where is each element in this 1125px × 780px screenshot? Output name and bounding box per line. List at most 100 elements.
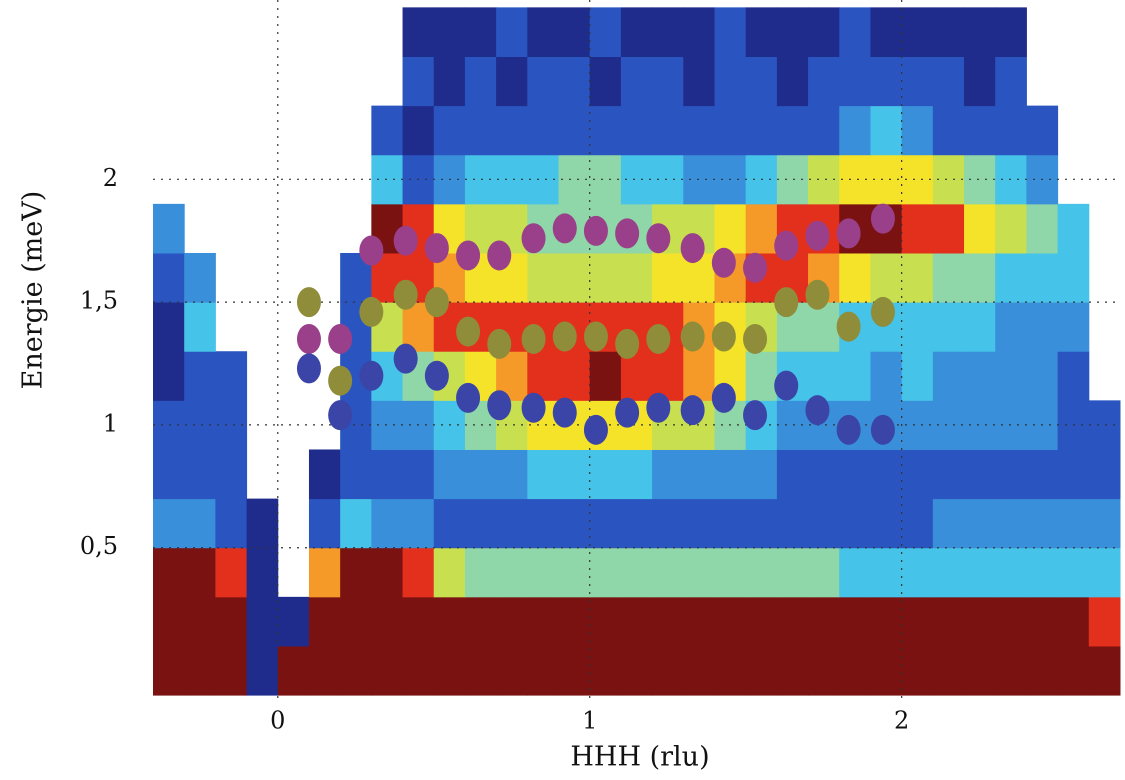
heatmap-cell [995, 105, 1027, 156]
scatter-point [743, 323, 768, 354]
heatmap-cell [589, 56, 622, 107]
scatter-point [487, 390, 512, 421]
heatmap-cell [277, 596, 310, 647]
heatmap-cell [620, 105, 653, 156]
heatmap-cell [184, 400, 216, 450]
scatter-point [743, 252, 768, 283]
heatmap-cell [433, 498, 466, 549]
scatter-point [680, 395, 705, 426]
heatmap-cell [184, 252, 216, 303]
scatter-point [296, 287, 321, 318]
scatter-point [456, 240, 481, 271]
scatter-point [424, 287, 449, 318]
heatmap-cell [932, 351, 965, 401]
scatter-point [711, 247, 736, 278]
scatter-point [774, 287, 799, 318]
heatmap-cell [901, 105, 934, 156]
heatmap-cell [995, 596, 1027, 647]
heatmap-cell [683, 56, 715, 107]
heatmap-cell [246, 498, 279, 549]
scatter-point [583, 215, 608, 246]
heatmap-cell [901, 7, 934, 57]
heatmap-cell [652, 154, 684, 205]
heatmap-cell [527, 252, 560, 303]
heatmap-cell [464, 596, 497, 647]
heatmap-cell [964, 596, 996, 647]
heatmap-cell [527, 547, 560, 598]
heatmap-cell [620, 449, 653, 500]
heatmap-cell [652, 351, 684, 401]
x-tick-label: 0 [270, 707, 285, 735]
heatmap-cell [870, 56, 903, 107]
heatmap-cell [527, 498, 560, 549]
heatmap-cell [153, 547, 185, 598]
heatmap-cell [776, 7, 809, 57]
scatter-point [805, 279, 830, 310]
heatmap-cell [683, 105, 715, 156]
heatmap-cell [527, 7, 560, 57]
heatmap-cell [901, 351, 934, 401]
heatmap-cell [371, 547, 404, 598]
heatmap-cell [589, 498, 622, 549]
scatter-point [774, 230, 799, 261]
x-axis-label: HHH (rlu) [570, 742, 709, 773]
heatmap-cell [527, 449, 560, 500]
heatmap-cell [589, 252, 622, 303]
scatter-point [836, 414, 861, 445]
heatmap-cell [1057, 547, 1090, 598]
heatmap-cell [184, 645, 216, 696]
heatmap-cell [1026, 596, 1059, 647]
heatmap-cell [995, 7, 1027, 57]
heatmap-cell [776, 645, 809, 696]
scatter-point [615, 397, 640, 428]
heatmap-cell [589, 645, 622, 696]
heatmap-cell [714, 7, 747, 57]
heatmap-cell [1088, 400, 1121, 450]
heatmap-cell [308, 547, 341, 598]
heatmap-cell [496, 498, 528, 549]
y-tick-label: 1,5 [80, 287, 118, 315]
y-tick-label: 2 [103, 164, 118, 192]
heatmap-cell [964, 203, 996, 254]
heatmap-cell [589, 351, 622, 401]
heatmap-cell [683, 351, 715, 401]
heatmap-cell [776, 449, 809, 500]
x-tick-label: 2 [894, 707, 909, 735]
scatter-point [296, 353, 321, 384]
y-axis-label: Energie (meV) [18, 191, 49, 390]
heatmap-cell [964, 498, 996, 549]
heatmap-cell [371, 154, 404, 205]
heatmap-cell [839, 351, 871, 401]
heatmap-cell [558, 351, 591, 401]
scatter-point [296, 323, 321, 354]
heatmap-cell [371, 449, 404, 500]
heatmap-cell [745, 351, 778, 401]
heatmap-cell [995, 547, 1027, 598]
heatmap-cell [153, 596, 185, 647]
heatmap-cell [1088, 645, 1121, 696]
heatmap-cell [683, 596, 715, 647]
heatmap-cell [371, 498, 404, 549]
heatmap-cell [839, 252, 871, 303]
heatmap-cell [652, 498, 684, 549]
heatmap-cell [402, 645, 435, 696]
heatmap-cell [652, 7, 684, 57]
heatmap-cell [776, 596, 809, 647]
heatmap-cell [839, 645, 871, 696]
scatter-point [870, 203, 895, 234]
heatmap-cell [496, 596, 528, 647]
heatmap-cell [870, 105, 903, 156]
heatmap-cell [246, 547, 279, 598]
heatmap-cell [808, 105, 840, 156]
heatmap-cell [464, 154, 497, 205]
scatter-point [521, 323, 546, 354]
scatter-point [521, 392, 546, 423]
heatmap-cell [870, 645, 903, 696]
heatmap-cell [527, 645, 560, 696]
heatmap-cell [215, 498, 248, 549]
heatmap-cell [683, 498, 715, 549]
heatmap-cell [932, 498, 965, 549]
heatmap-cell [745, 596, 778, 647]
heatmap-cell [745, 203, 778, 254]
heatmap-cell [371, 596, 404, 647]
